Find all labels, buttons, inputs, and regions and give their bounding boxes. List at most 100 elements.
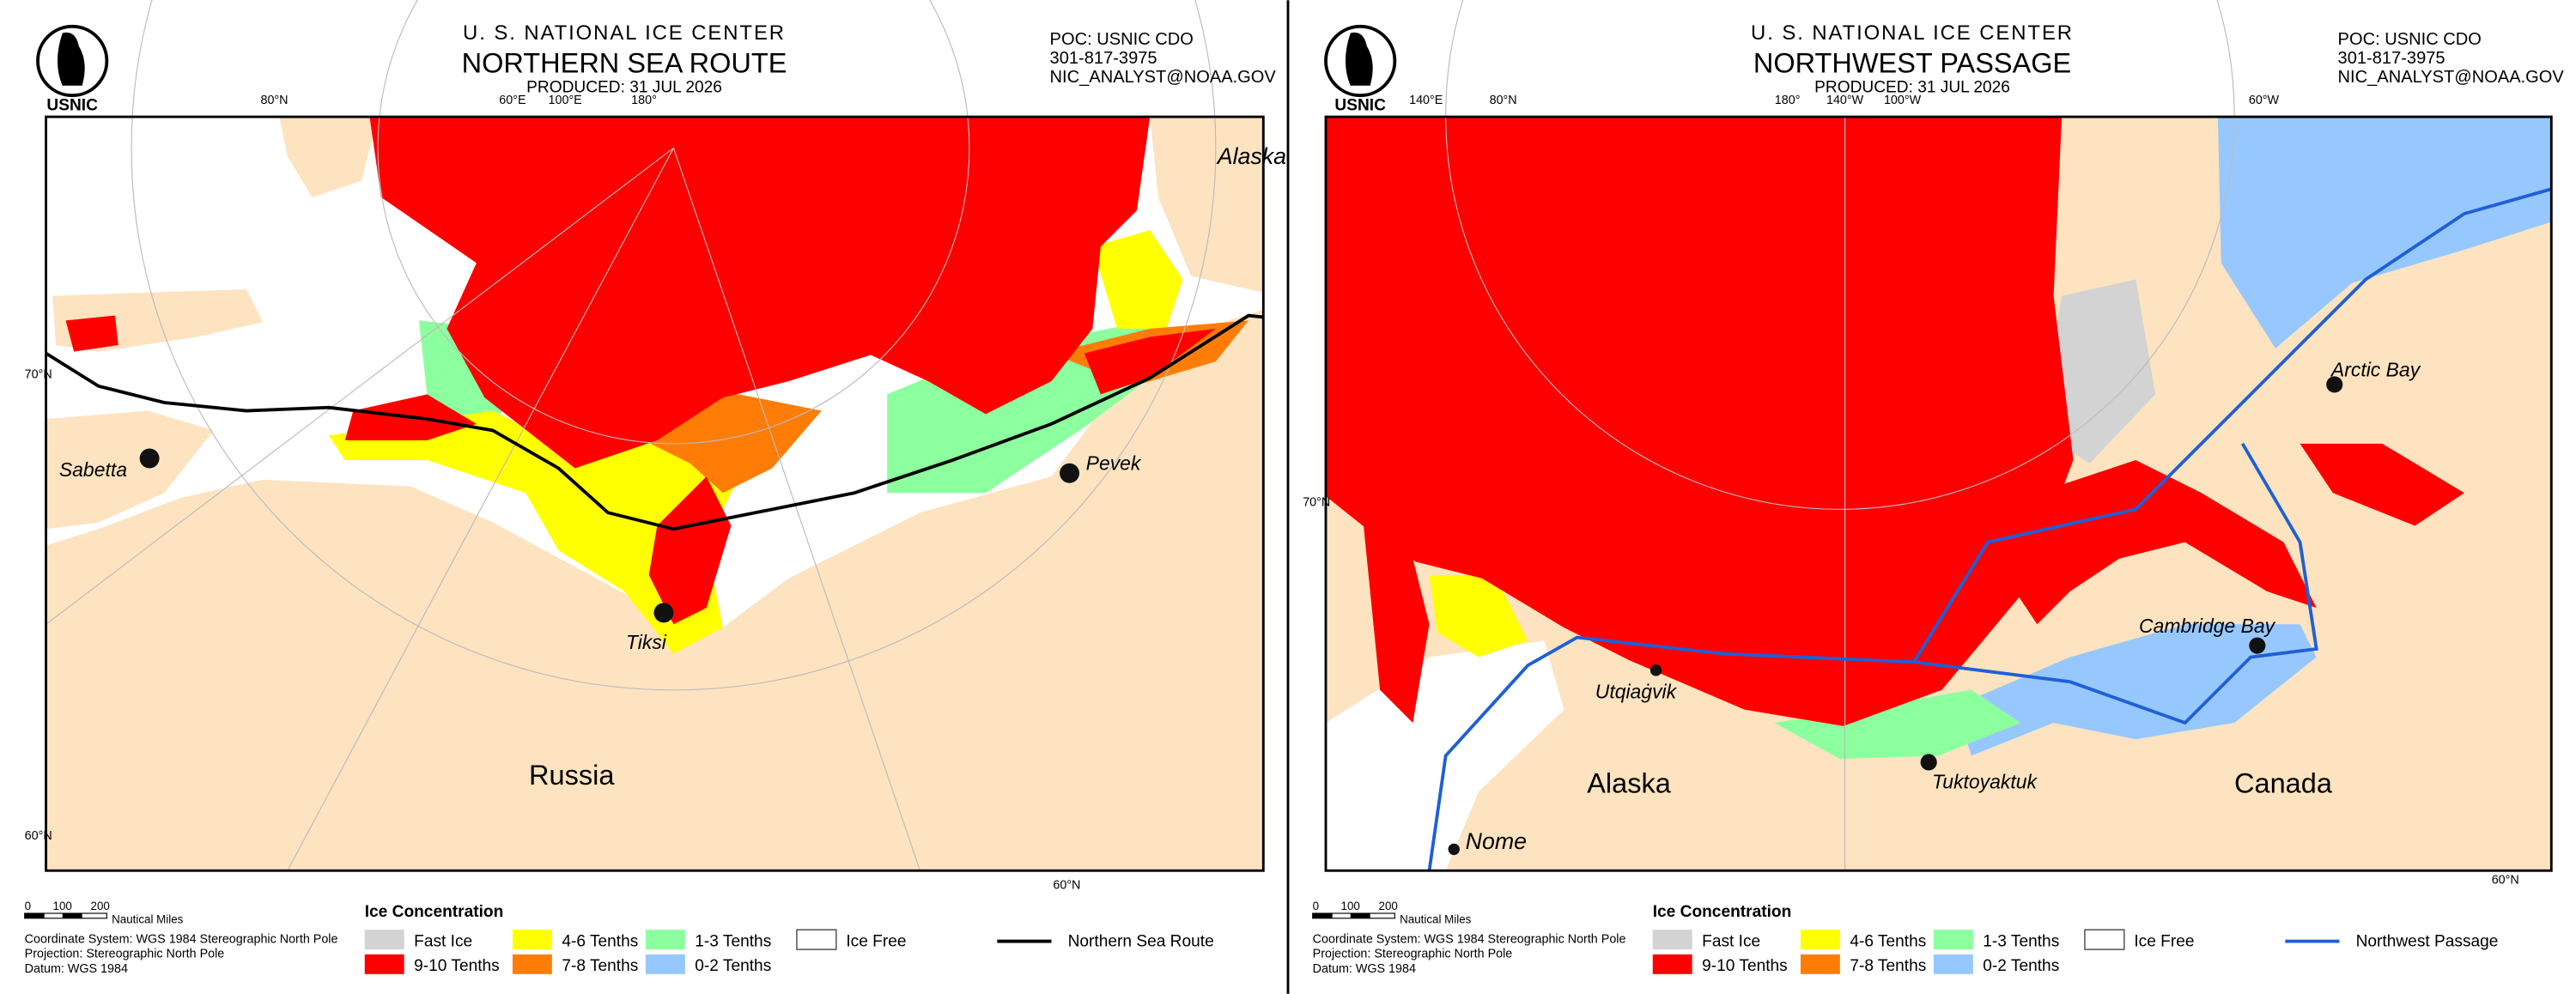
legend-label: 9-10 Tenths	[414, 957, 500, 975]
map-title: NORTHERN SEA ROUTE	[462, 47, 787, 78]
scale-bar	[1350, 913, 1370, 918]
ice-9-10	[369, 117, 1151, 469]
legend-label: 9-10 Tenths	[1702, 957, 1788, 975]
legend-swatch	[364, 930, 404, 950]
route-line	[1427, 187, 2552, 871]
legend-label: Ice Free	[2134, 932, 2194, 950]
scale-unit: Nautical Miles	[112, 912, 184, 925]
map-nsr	[45, 0, 1266, 872]
logo-penguin	[57, 32, 85, 86]
place-label: Sabetta	[59, 458, 127, 481]
land	[1150, 117, 1264, 293]
place-label: Cambridge Bay	[2139, 615, 2276, 637]
legend-label: 4-6 Tenths	[562, 932, 638, 950]
place-label: Russia	[529, 760, 615, 791]
graticule	[287, 148, 674, 871]
map-note: Coordinate System: WGS 1984 Stereographi…	[25, 932, 338, 946]
place-marker	[1649, 664, 1662, 676]
map-frame	[1324, 115, 2553, 872]
scale-tick: 100	[1341, 900, 1360, 912]
graticule-label: 60°W	[2249, 94, 2280, 107]
route-line	[45, 313, 1264, 531]
org-name: U. S. NATIONAL ICE CENTER	[1751, 21, 2074, 45]
map-title: NORTHWEST PASSAGE	[1753, 47, 2071, 78]
graticule-label: 70°N	[25, 367, 52, 381]
legend-label: Ice Free	[846, 932, 906, 950]
legend-label: 7-8 Tenths	[1850, 957, 1926, 975]
produced-date: PRODUCED: 31 JUL 2026	[526, 78, 722, 96]
graticule	[131, 0, 1217, 691]
legend-swatch	[1652, 930, 1692, 950]
map-note: Coordinate System: WGS 1984 Stereographi…	[1313, 932, 1626, 946]
scale-bar	[24, 913, 45, 918]
place-marker	[2326, 376, 2343, 393]
graticule-label: 80°N	[1490, 94, 1517, 107]
legend-swatch	[1800, 954, 1840, 974]
legend-label: Fast Ice	[1702, 932, 1760, 950]
ice-1-3	[1774, 689, 2021, 760]
org-name: U. S. NATIONAL ICE CENTER	[463, 21, 786, 45]
graticule-label: 60°E	[499, 94, 526, 107]
legend-title: Ice Concentration	[365, 903, 504, 921]
contact-line: POC: USNIC CDO	[2338, 30, 2482, 49]
legend-label: 1-3 Tenths	[1983, 932, 2059, 950]
ice-9-10	[648, 476, 732, 625]
legend-title: Ice Concentration	[1653, 903, 1792, 921]
graticule-label: 60°N	[2492, 874, 2519, 888]
contact-line: 301-817-3975	[1050, 49, 1157, 68]
graticule-label: 140°W	[1826, 94, 1864, 107]
map-note: Datum: WGS 1984	[25, 962, 128, 976]
legend-swatch	[2084, 929, 2125, 950]
scale-tick: 0	[1313, 900, 1319, 912]
legend-swatch	[1800, 930, 1840, 950]
scale-bar	[62, 913, 82, 918]
graticule-label: 100°E	[549, 94, 582, 107]
legend-label: 4-6 Tenths	[1850, 932, 1926, 950]
ice-9-10	[1326, 117, 2074, 726]
ice-4-6	[328, 410, 739, 654]
logo-text: USNIC	[46, 96, 98, 114]
logo-penguin	[1345, 32, 1373, 86]
graticule-label: 100°W	[1884, 94, 1922, 107]
scale-tick: 100	[53, 900, 72, 912]
graticule-label: 180°	[1775, 94, 1801, 107]
logo-text: USNIC	[1334, 96, 1386, 114]
scale-tick: 200	[91, 900, 110, 912]
place-label: Arctic Bay	[2330, 358, 2421, 380]
graticule-label: 180°	[631, 94, 657, 107]
place-label: Alaska	[1216, 143, 1286, 169]
map-note: Projection: Stereographic North Pole	[1313, 948, 1513, 961]
scale-tick: 200	[1379, 900, 1398, 912]
legend-swatch	[645, 930, 685, 950]
legend-label: 0-2 Tenths	[695, 957, 771, 975]
route-legend-label: Northwest Passage	[2356, 932, 2499, 950]
place-marker	[2249, 637, 2266, 654]
land	[46, 410, 214, 530]
ice-4-6	[1429, 574, 1528, 658]
legend-swatch	[1652, 954, 1692, 974]
ice-9-10	[1364, 525, 1430, 724]
place-marker	[1920, 754, 1937, 771]
place-label: Nome	[1466, 828, 1527, 854]
scale-bar	[1312, 913, 1333, 918]
scale-tick: 0	[25, 900, 31, 912]
map-note: Datum: WGS 1984	[1313, 962, 1416, 976]
graticule	[46, 147, 674, 625]
graticule	[672, 148, 920, 871]
ice-9-10	[1084, 328, 1216, 395]
place-label: Tuktoyaktuk	[1932, 771, 2038, 793]
contact-line: NIC_ANALYST@NOAA.GOV	[1050, 68, 1277, 87]
ice-9-10	[65, 315, 118, 352]
place-marker	[139, 448, 160, 469]
ice-0-2	[1954, 624, 2317, 756]
land	[279, 117, 379, 197]
graticule	[377, 0, 970, 445]
legend-swatch	[364, 954, 404, 974]
contact-line: POC: USNIC CDO	[1050, 30, 1194, 49]
legend-label: 0-2 Tenths	[1983, 957, 2059, 975]
place-label: Canada	[2234, 768, 2333, 799]
map-nwp	[1324, 0, 2553, 872]
contact-line: 301-817-3975	[2338, 49, 2445, 68]
